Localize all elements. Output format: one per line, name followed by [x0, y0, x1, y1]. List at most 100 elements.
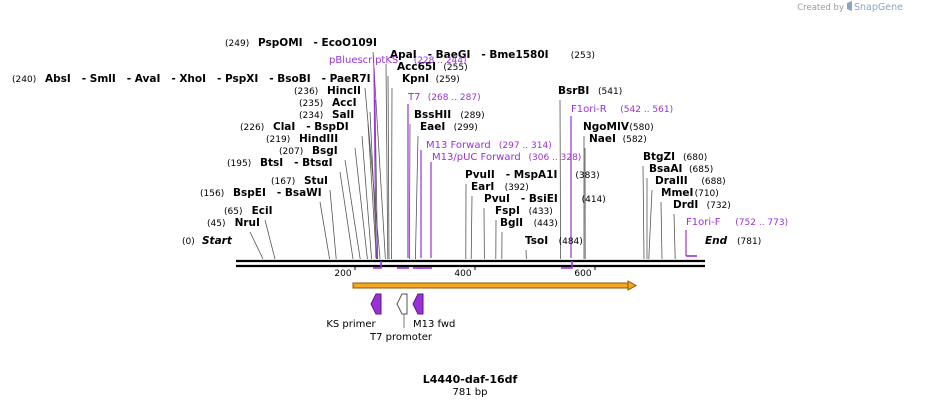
leader-ecii — [264, 219, 276, 260]
primer-name-m13-forward: M13 Forward — [426, 140, 491, 151]
dna-backbone — [236, 259, 705, 268]
primer-range-t7: (268 .. 287) — [428, 93, 481, 103]
leader-draiii — [648, 189, 653, 260]
site-position-stui: (167) — [271, 177, 295, 187]
leader-hindiii — [354, 147, 368, 260]
primer-name-pbluescriptks: pBluescriptKS — [329, 55, 398, 66]
credit-brand: SnapGene — [854, 2, 903, 13]
site-name-eari: EarI — [471, 181, 494, 193]
site-name-clai: ClaI - BspDI — [273, 121, 349, 133]
leader-bspei — [319, 201, 330, 260]
primer-lines — [373, 67, 687, 259]
site-position-naei: (582) — [623, 135, 647, 145]
leader-btsi — [339, 171, 354, 260]
site-position-pvuii: (383) — [575, 171, 599, 181]
leader-hincii — [374, 99, 378, 260]
site-position-clai: (226) — [240, 123, 264, 133]
site-name-bsgi: BsgI — [312, 145, 338, 157]
site-position-mmei: (710) — [695, 189, 719, 199]
feature-label-t7-promoter: T7 promoter — [369, 332, 433, 343]
tick-label-200: 200 — [334, 269, 351, 279]
site-name-ngomiv: NgoMIV — [583, 121, 630, 133]
site-position-acci: (235) — [299, 99, 323, 109]
primer-range-m13-puc-forward: (306 .. 328) — [529, 153, 582, 163]
site-name-ecii: EciI — [252, 205, 273, 217]
site-position-bsgi: (207) — [279, 147, 303, 157]
site-name-absi: AbsI - SmlI - AvaI - XhoI - PspXI - BsoB… — [45, 73, 371, 85]
site-name-bgli: BglI — [500, 217, 523, 229]
site-position-bspei: (156) — [200, 189, 224, 199]
leader-acc65i — [387, 75, 390, 260]
site-name-draiii: DraIII — [655, 175, 688, 187]
end-position: (781) — [737, 237, 761, 247]
site-leader-lines — [249, 51, 676, 260]
site-position-bsshii: (289) — [460, 111, 484, 121]
site-position-eari: (392) — [505, 183, 529, 193]
primer-name-m13-puc-forward: M13/pUC Forward — [432, 152, 521, 163]
site-name-sali: SalI — [332, 109, 354, 121]
site-name-pvui: PvuI - BsiEI — [484, 193, 558, 205]
site-name-hindiii: HindIII — [299, 133, 338, 145]
map-title: L4440-daf-16df — [423, 373, 518, 386]
site-name-pvuii: PvuII - MspA1I — [465, 169, 557, 181]
leader-bsgi — [344, 159, 361, 260]
site-position-bgli: (443) — [534, 219, 558, 229]
site-name-bsaai: BsaAI — [649, 163, 682, 175]
end-label: End — [705, 235, 728, 247]
scale-ticks — [354, 266, 596, 270]
primer-range-f1ori-f: (752 .. 773) — [735, 218, 788, 228]
site-name-bspei: BspEI - BsaWI — [233, 187, 322, 199]
leader-drdi — [673, 213, 676, 260]
insert-arrow — [352, 280, 638, 291]
site-name-mmei: MmeI — [661, 187, 693, 199]
feature-label-ks-primer: KS primer — [326, 319, 376, 330]
start-position: (0) — [182, 237, 195, 247]
site-name-nrui: NruI — [235, 217, 260, 229]
site-position-hindiii: (219) — [266, 135, 290, 145]
primer-range-pbluescriptks: (228 .. 244) — [414, 56, 467, 66]
site-position-drdi: (732) — [707, 201, 731, 211]
start-label: Start — [202, 235, 233, 247]
tick-label-400: 400 — [454, 269, 471, 279]
site-name-btsi: BtsI - BtsαI — [260, 157, 333, 169]
credit-prefix: Created by — [797, 3, 844, 13]
site-position-bsrbi: (541) — [598, 87, 622, 97]
leader-stui — [329, 189, 337, 260]
leader-clai — [361, 135, 372, 260]
site-name-acci: AccI — [332, 97, 356, 109]
site-position-btsi: (195) — [227, 159, 251, 169]
map-length: 781 bp — [453, 387, 488, 398]
site-position-apai: (253) — [571, 51, 595, 61]
leader-apai — [385, 63, 389, 260]
leader-nrui — [249, 231, 264, 260]
site-position-nrui: (45) — [207, 219, 225, 229]
site-position-hincii: (236) — [294, 87, 318, 97]
leader-sali — [367, 123, 377, 260]
site-position-tsoi: (484) — [559, 237, 583, 247]
t7-promoter-arrow-icon — [396, 293, 408, 315]
primer-range-m13-forward: (297 .. 314) — [499, 141, 552, 151]
site-labels: (249) PspOMI - EcoO109I ApaI - BaeGI - Bme… — [12, 37, 788, 247]
leader-pspomi — [372, 51, 386, 260]
leader-kpni — [390, 87, 393, 260]
site-position-fspi: (433) — [529, 207, 553, 217]
primer-range-f1ori-r: (542 .. 561) — [620, 105, 673, 115]
site-name-bsshii: BssHII — [414, 109, 451, 121]
site-name-hincii: HincII — [327, 85, 361, 97]
leader-absi — [364, 87, 381, 260]
site-position-acc65i: (255) — [443, 63, 467, 73]
site-position-draiii: (688) — [701, 177, 725, 187]
site-name-eaei: EaeI — [420, 121, 445, 133]
leader-mmei — [660, 201, 663, 260]
primer-brackets — [373, 255, 697, 269]
leader-eari — [470, 195, 473, 260]
site-name-tsoi: TsoI — [525, 235, 548, 247]
site-position-absi: (240) — [12, 75, 36, 85]
site-name-pspomi: PspOMI - EcoO109I — [258, 37, 377, 49]
leader-eaei — [415, 135, 419, 260]
site-name-btgzi: BtgZI — [643, 151, 675, 163]
site-name-fspi: FspI — [495, 205, 520, 217]
site-name-acc65i: Acc65I — [397, 61, 436, 73]
site-name-naei: NaeI — [589, 133, 616, 145]
site-position-sali: (234) — [299, 111, 323, 121]
